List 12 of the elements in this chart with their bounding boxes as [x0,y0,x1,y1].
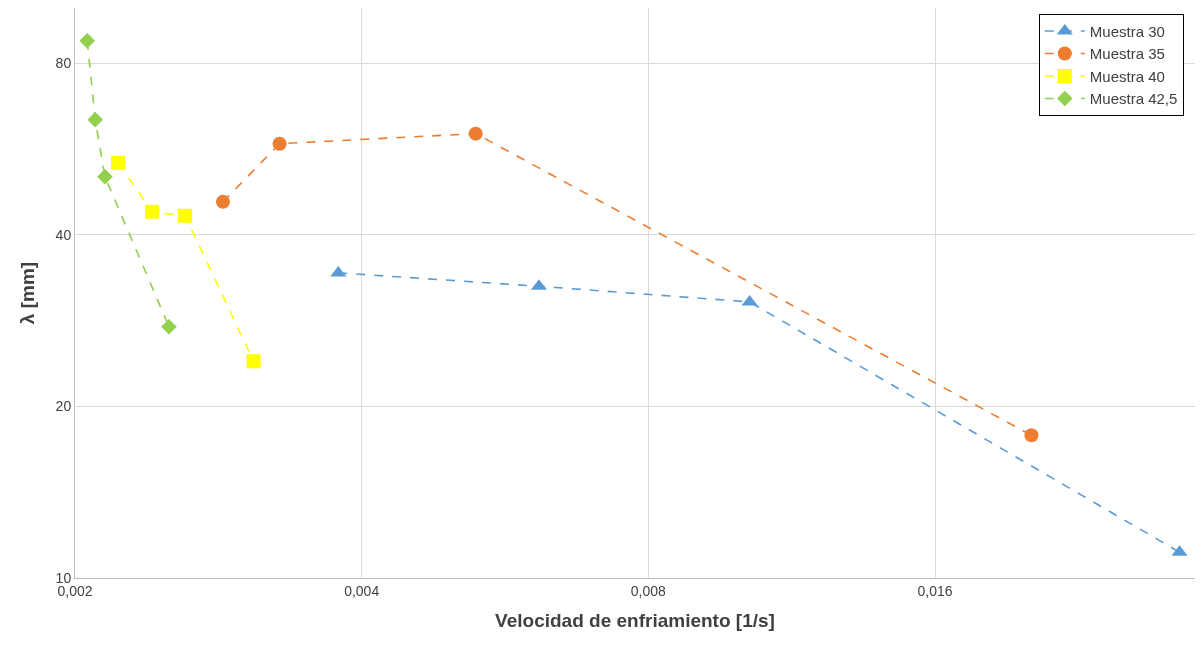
legend-label: Muestra 40 [1089,67,1165,85]
x-tick-label: 0,016 [917,582,953,599]
y-axis-title: λ [mm] [17,261,39,325]
legend-label: Muestra 42,5 [1089,90,1178,108]
y-tick-label: 40 [55,226,72,243]
y-tick-label: 80 [55,55,72,72]
legend-label: Muestra 35 [1089,45,1165,63]
x-tick-label: 0,004 [344,582,380,599]
legend-label: Muestra 30 [1089,22,1165,40]
x-axis-title: Velocidad de enfriamiento [1/s] [495,609,775,631]
y-tick-label: 20 [55,398,72,415]
x-tick-label: 0,008 [630,582,667,599]
